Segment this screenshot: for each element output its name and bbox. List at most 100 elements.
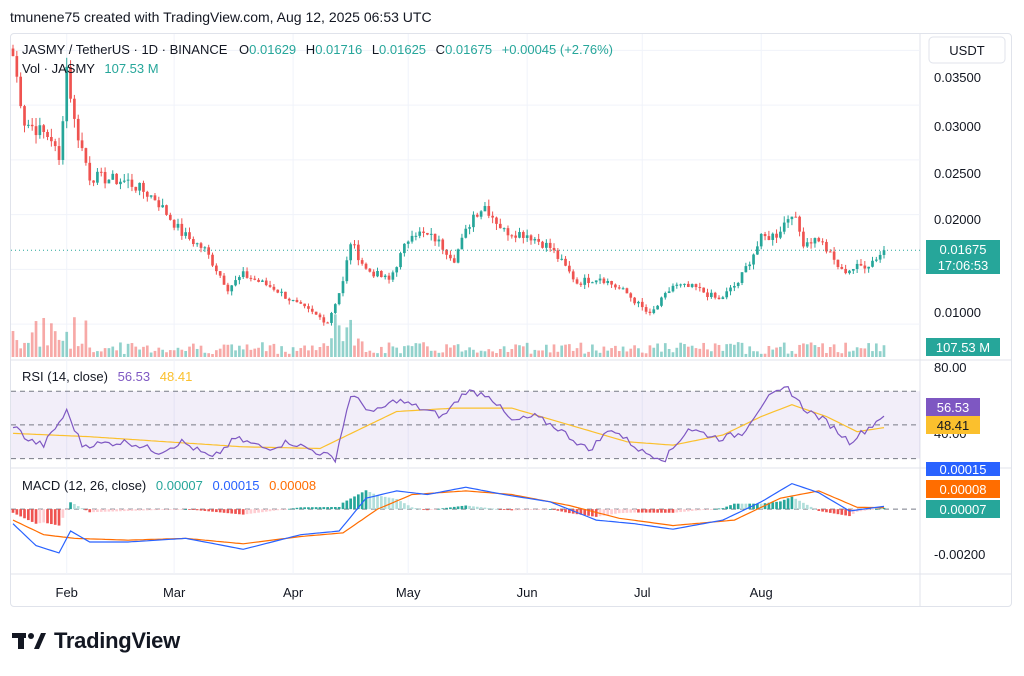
candle-body xyxy=(241,271,245,278)
macd-histogram-bar xyxy=(11,509,15,513)
macd-histogram-bar xyxy=(541,509,544,510)
macd-histogram-bar xyxy=(268,509,272,512)
tradingview-logo[interactable]: TradingView xyxy=(12,628,180,654)
volume-bar xyxy=(356,338,360,357)
macd-histogram-bar xyxy=(871,509,874,510)
candle-body xyxy=(713,292,717,298)
macd-histogram-bar xyxy=(679,509,682,513)
volume-bar xyxy=(107,348,111,357)
volume-bar xyxy=(280,346,283,357)
legend-low-value: 0.01625 xyxy=(379,42,426,57)
volume-bar xyxy=(748,346,752,357)
candle-body xyxy=(495,217,498,224)
candle-body xyxy=(817,238,821,242)
volume-bar xyxy=(122,353,126,357)
volume-bar xyxy=(287,353,291,357)
volume-bar xyxy=(817,347,821,357)
macd-histogram-bar xyxy=(42,509,46,523)
macd-histogram-bar xyxy=(663,509,667,513)
macd-histogram-bar xyxy=(552,509,556,510)
volume-bar xyxy=(840,353,844,357)
macd-histogram-bar xyxy=(422,509,425,510)
candle-body xyxy=(345,260,349,282)
volume-bar xyxy=(794,353,798,357)
volume-bar xyxy=(253,348,257,357)
macd-histogram-bar xyxy=(192,509,195,510)
macd-histogram-bar xyxy=(92,509,95,513)
candle-body xyxy=(142,182,145,192)
macd-histogram-bar xyxy=(709,509,713,510)
candle-body xyxy=(61,121,65,160)
candle-body xyxy=(736,282,740,287)
candle-body xyxy=(464,228,468,238)
macd-histogram-bar xyxy=(356,494,360,510)
macd-histogram-bar xyxy=(587,509,590,516)
volume-bar xyxy=(614,345,617,357)
macd-histogram-bar xyxy=(399,501,402,510)
volume-bar xyxy=(713,343,717,357)
volume-bar xyxy=(556,351,560,357)
candle-body xyxy=(96,171,99,183)
macd-histogram-bar xyxy=(383,496,387,510)
macd-histogram-bar xyxy=(406,505,410,510)
macd-histogram-bar xyxy=(153,509,157,511)
volume-bar xyxy=(383,353,387,357)
volume-bar xyxy=(406,345,410,357)
volume-bar xyxy=(767,345,771,357)
volume-bar xyxy=(848,351,851,357)
candle-body xyxy=(395,267,399,273)
macd-histogram-bar xyxy=(744,503,748,510)
volume-bar xyxy=(798,344,801,357)
macd-histogram-bar xyxy=(836,509,840,515)
candle-body xyxy=(80,140,84,149)
macd-histogram-bar xyxy=(195,509,199,511)
candle-body xyxy=(702,287,705,293)
macd-histogram-bar xyxy=(73,504,76,510)
volume-bar xyxy=(786,353,790,357)
volume-bar xyxy=(855,347,859,357)
rsi-value-badge xyxy=(926,398,980,416)
volume-bar xyxy=(821,343,824,357)
candle-body xyxy=(280,291,283,293)
macd-histogram-bar xyxy=(391,498,395,510)
macd-histogram-bar xyxy=(556,509,560,511)
volume-bar xyxy=(832,344,836,357)
time-axis-label: Aug xyxy=(750,585,773,600)
macd-histogram-bar xyxy=(69,502,72,510)
candle-body xyxy=(744,266,748,273)
volume-bar xyxy=(564,344,567,357)
rsi-legend-ma: 48.41 xyxy=(160,369,193,384)
macd-histogram-bar xyxy=(479,507,483,510)
candle-body xyxy=(276,289,280,293)
volume-bar xyxy=(11,331,15,357)
candle-body xyxy=(426,232,429,235)
macd-histogram-bar xyxy=(414,508,418,510)
volume-bar xyxy=(541,350,544,357)
macd-histogram-bar xyxy=(844,509,847,516)
volume-bar xyxy=(725,344,729,357)
candle-body xyxy=(533,238,537,241)
currency-button[interactable] xyxy=(928,36,1006,64)
candle-body xyxy=(184,232,188,236)
volume-bar xyxy=(403,346,406,357)
candle-body xyxy=(356,244,360,261)
candle-body xyxy=(172,219,176,228)
macd-histogram-bar xyxy=(840,509,844,515)
volume-bar xyxy=(529,353,533,357)
volume-bar xyxy=(782,342,786,357)
macd-histogram-bar xyxy=(648,509,652,513)
macd-histogram-bar xyxy=(851,509,855,514)
volume-bar xyxy=(380,346,383,357)
volume-bar xyxy=(426,346,429,357)
volume-bar xyxy=(587,351,590,357)
volume-bar xyxy=(479,350,483,357)
volume-bar xyxy=(445,344,448,357)
volume-bar xyxy=(307,350,310,357)
volume-bar xyxy=(257,347,260,357)
macd-histogram-bar xyxy=(211,509,214,512)
candle-body xyxy=(387,275,391,280)
bar-countdown: 17:06:53 xyxy=(938,258,989,273)
macd-histogram-bar xyxy=(433,509,437,510)
candle-body xyxy=(88,162,92,181)
